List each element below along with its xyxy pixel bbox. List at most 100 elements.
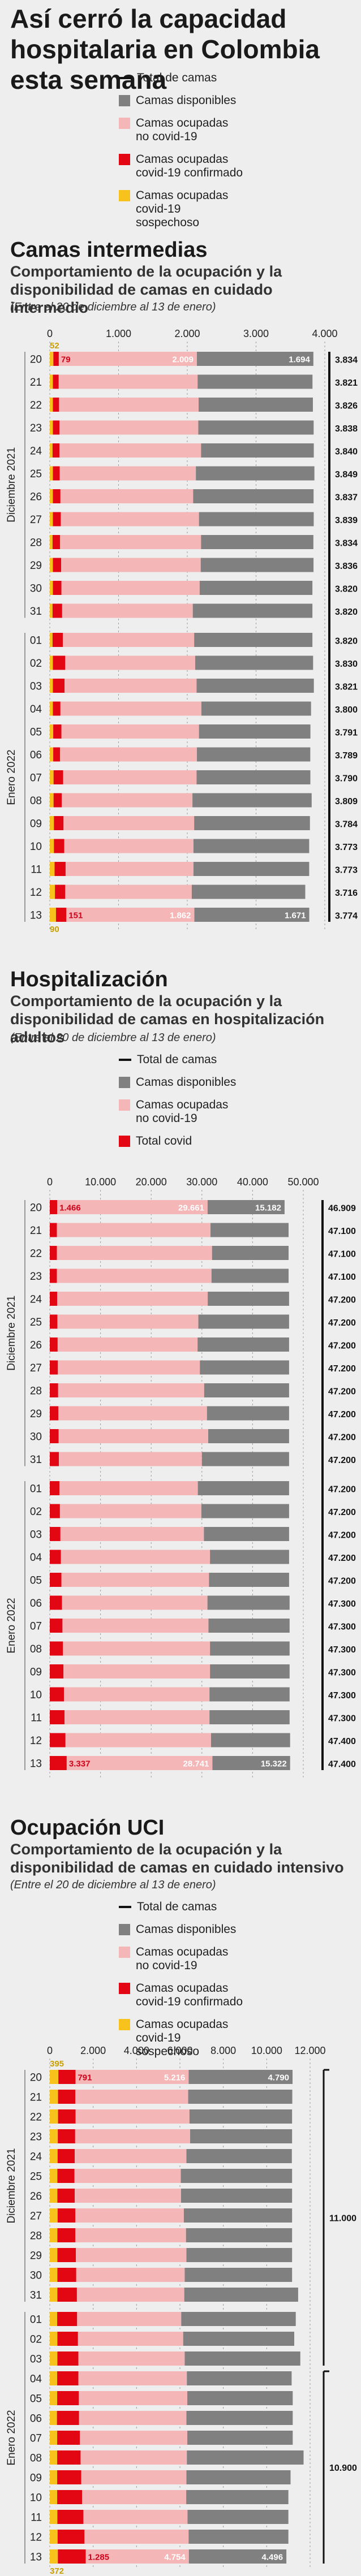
bar-segment-confirmed xyxy=(50,1360,58,1375)
bar-segment-suspected xyxy=(50,655,53,670)
bar-segment-confirmed xyxy=(55,908,67,922)
day-label: 28 xyxy=(30,1386,42,1397)
bar-segment-available xyxy=(196,466,315,481)
bar-segment-noncovid xyxy=(59,466,196,481)
bar-segment-confirmed xyxy=(50,1429,59,1443)
day-label: 23 xyxy=(30,422,42,434)
bar-segment-confirmed xyxy=(57,2351,79,2366)
bar-segment-suspected xyxy=(50,679,53,693)
bar-segment-available xyxy=(208,1429,289,1443)
bar-segment-noncovid xyxy=(74,2169,181,2183)
bar-segment-available xyxy=(184,2288,298,2302)
bar-segment-noncovid xyxy=(63,1664,210,1679)
bar-segment-confirmed xyxy=(50,1246,57,1260)
bar-segment-available xyxy=(197,1337,289,1352)
bar-segment-suspected xyxy=(50,2371,58,2385)
chart-intermediate: 0 1.000 2.000 3.000 4.000 Diciembre 2021 Enero… xyxy=(6,328,358,934)
bar-segment-confirmed xyxy=(53,489,61,503)
bar-segment-noncovid xyxy=(85,2549,189,2564)
bar-segment-confirmed xyxy=(58,2090,76,2104)
red-square-icon xyxy=(119,1983,130,1994)
bar-segment-noncovid xyxy=(60,1527,204,1541)
total-label: 3.820 xyxy=(335,585,358,594)
bar-segment-suspected xyxy=(50,2090,58,2104)
day-label: 04 xyxy=(30,1552,42,1564)
legend-item-suspected: Camas ocupadas covid-19 sospechoso xyxy=(119,2018,228,2059)
bar-segment-noncovid xyxy=(75,2090,188,2104)
bar-segment-available xyxy=(200,558,314,572)
section-date-intermediate: (Entre el 20 de diciembre al 13 de enero… xyxy=(10,301,216,313)
bar-segment-noncovid xyxy=(65,679,197,693)
bar-segment-noncovid xyxy=(75,2228,186,2242)
day-label: 07 xyxy=(30,773,42,784)
bar-segment-available xyxy=(197,1481,289,1495)
bar-segment-available xyxy=(192,603,313,618)
bar-segment-available xyxy=(200,1360,289,1375)
bar-segment-noncovid xyxy=(62,603,193,618)
total-label: 3.774 xyxy=(335,912,358,921)
bar-segment-noncovid xyxy=(59,420,199,435)
bar-segment-noncovid xyxy=(59,1481,198,1495)
section-subtitle-icu: Comportamiento de la ocupación y la disp… xyxy=(10,1841,344,1876)
legend-label: Camas disponibles xyxy=(136,1923,237,1936)
bar-segment-available xyxy=(209,1710,290,1724)
bar-segment-noncovid xyxy=(63,770,197,784)
bar-segment-noncovid xyxy=(76,2268,185,2282)
legend-hospitalization: Total de camas Camas disponibles Camas ocu… xyxy=(119,1053,356,1166)
bar-segment-confirmed xyxy=(53,352,59,366)
bar-segment-confirmed xyxy=(52,443,60,458)
bar-segment-suspected xyxy=(50,724,54,739)
day-label: 12 xyxy=(30,2532,42,2544)
bar-segment-available xyxy=(197,352,313,366)
bar-segment-noncovid xyxy=(75,2189,181,2203)
bar-segment-suspected xyxy=(50,2312,58,2326)
bar-segment-available xyxy=(210,1641,290,1656)
day-label: 02 xyxy=(30,1506,42,1518)
value-label-available: 15.322 xyxy=(261,1759,287,1769)
section-title-icu: Ocupación UCI xyxy=(10,1816,165,1840)
legend-label: Camas ocupadas covid-19 confirmado xyxy=(136,153,243,179)
x-tick-label: 0 xyxy=(47,1176,53,1188)
legend-item-available: Camas disponibles xyxy=(119,94,236,107)
bar-segment-suspected xyxy=(50,352,54,366)
bar-segment-confirmed xyxy=(53,701,61,716)
bar-segment-suspected xyxy=(50,2169,58,2183)
day-label: 22 xyxy=(30,400,42,412)
bar-segment-confirmed xyxy=(57,2490,83,2504)
bar-segment-confirmed xyxy=(57,2470,81,2484)
bar-segment-noncovid xyxy=(65,862,194,876)
bar-segment-suspected xyxy=(50,466,53,481)
bar-segment-suspected xyxy=(50,2268,58,2282)
bar-segment-confirmed xyxy=(57,2228,76,2242)
value-label-suspected: 372 xyxy=(50,2566,64,2576)
bar-segment-confirmed xyxy=(57,2312,78,2326)
bar-segment-noncovid xyxy=(78,2371,187,2385)
x-tick-label: 0 xyxy=(47,328,53,339)
total-label: 3.809 xyxy=(335,797,358,806)
total-label: 3.800 xyxy=(335,705,358,715)
red-square-icon xyxy=(119,1136,130,1147)
legend-item-available: Camas disponibles xyxy=(119,1923,236,1936)
bar-segment-available xyxy=(189,2109,293,2124)
day-label: 27 xyxy=(30,2211,42,2223)
gray-square-icon xyxy=(119,1924,130,1935)
bar-segment-suspected xyxy=(50,2510,58,2524)
legend-label: Total de camas xyxy=(137,1053,217,1066)
bar-segment-noncovid xyxy=(66,908,195,922)
x-tick-label: 8.000 xyxy=(210,2045,236,2056)
bar-segment-available xyxy=(186,2490,289,2504)
day-label: 08 xyxy=(30,1643,42,1655)
bar-segment-suspected xyxy=(50,839,54,853)
total-label: 47.300 xyxy=(328,1691,356,1701)
day-label: 21 xyxy=(30,377,42,389)
day-label: 03 xyxy=(30,2354,42,2366)
day-label: 31 xyxy=(30,1454,42,1466)
bar-segment-suspected xyxy=(50,908,56,922)
bar-segment-suspected xyxy=(50,398,53,412)
bar-segment-available xyxy=(210,1664,290,1679)
bar-segment-noncovid xyxy=(57,1200,208,1214)
bar-segment-noncovid xyxy=(57,1337,198,1352)
bar-segment-available xyxy=(201,443,314,458)
bar-segment-noncovid xyxy=(75,2129,191,2143)
legend-label: Camas ocupadas no covid-19 xyxy=(136,116,229,143)
